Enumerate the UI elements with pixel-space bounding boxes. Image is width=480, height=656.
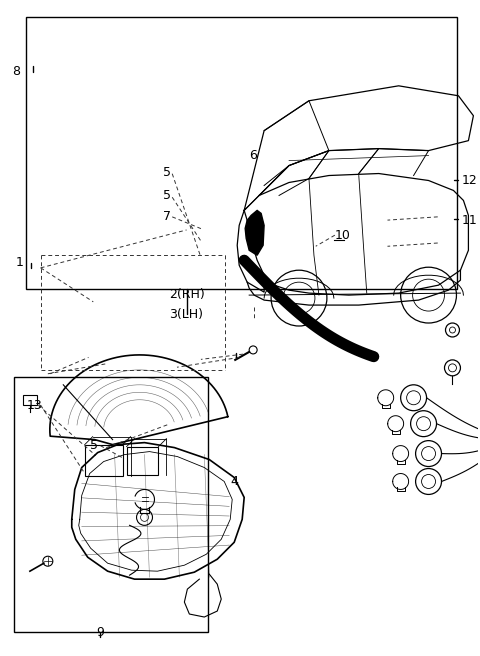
Bar xyxy=(23,395,37,405)
Bar xyxy=(127,447,158,474)
Text: 1: 1 xyxy=(16,256,24,269)
Polygon shape xyxy=(245,211,264,255)
Text: 10: 10 xyxy=(335,229,351,241)
Text: 5: 5 xyxy=(163,166,171,179)
Text: 5: 5 xyxy=(90,439,98,452)
Text: 2(RH): 2(RH) xyxy=(168,287,204,300)
Text: 11: 11 xyxy=(462,215,478,227)
Text: 4: 4 xyxy=(230,475,239,488)
Text: 5: 5 xyxy=(163,190,171,203)
Bar xyxy=(84,445,122,476)
Text: 13: 13 xyxy=(26,399,42,412)
Text: 9: 9 xyxy=(96,626,104,638)
Text: 3(LH): 3(LH) xyxy=(169,308,204,321)
Text: 6: 6 xyxy=(250,149,257,162)
Text: 8: 8 xyxy=(12,65,20,78)
Text: 12: 12 xyxy=(462,174,478,187)
Text: 7: 7 xyxy=(163,211,171,223)
